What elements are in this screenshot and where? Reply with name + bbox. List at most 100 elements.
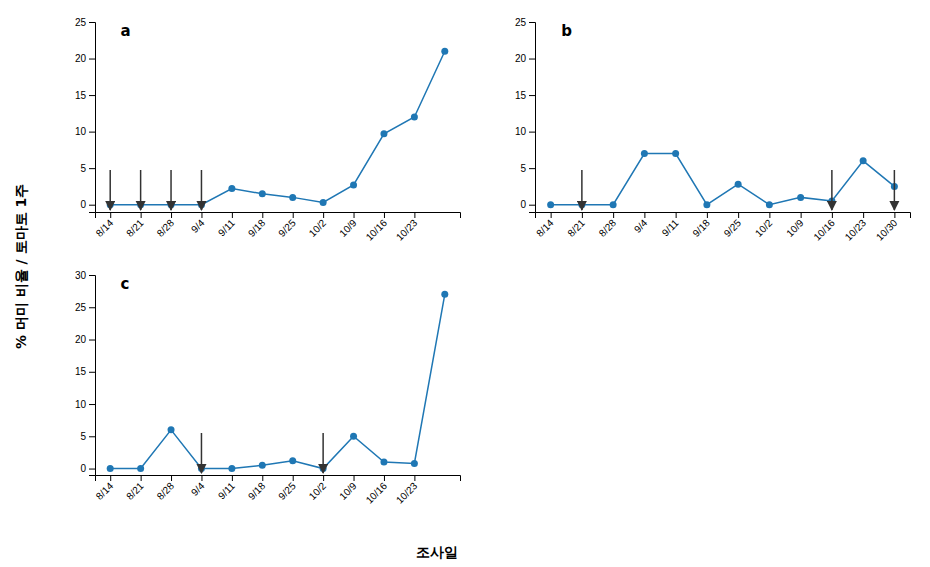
x-tick-label: 10/2 (753, 217, 775, 239)
x-tick: 10/23 (843, 212, 869, 243)
x-tick: 8/14 (534, 212, 556, 239)
arrow (109, 170, 111, 210)
y-tick-label: 10 (75, 126, 87, 137)
y-tick-mark (89, 307, 95, 308)
y-tick-mark (89, 205, 95, 206)
point (641, 150, 648, 157)
x-tick-mark (769, 212, 770, 218)
x-tick-label: 8/14 (94, 480, 116, 502)
x-tick-label: 10/23 (394, 480, 420, 506)
point (168, 426, 175, 433)
y-tick-mark (529, 168, 535, 169)
x-tick: 9/4 (632, 212, 650, 235)
arrow (322, 433, 324, 473)
x-tick-label: 8/21 (124, 217, 146, 239)
arrow (894, 170, 896, 210)
x-tick: 9/25 (276, 212, 298, 239)
y-tick-mark (529, 59, 535, 60)
arrow (201, 433, 203, 473)
panel-title: b (561, 22, 572, 40)
y-tick-mark (89, 372, 95, 373)
y-tick-label: 5 (80, 431, 86, 442)
x-tick-mark (110, 212, 111, 218)
x-tick: 10/9 (784, 212, 806, 239)
y-tick-label: 5 (80, 163, 86, 174)
line (551, 154, 895, 205)
y-tick-label: 20 (75, 334, 87, 345)
x-tick: 8/14 (94, 475, 116, 502)
y-axis: 0510152025 (515, 17, 536, 213)
y-tick: 15 (75, 90, 95, 101)
x-tick-label: 9/4 (189, 217, 207, 235)
point (380, 130, 387, 137)
y-tick-mark (89, 168, 95, 169)
x-tick-label: 10/9 (784, 217, 806, 239)
x-axis-line (536, 213, 911, 219)
point (289, 457, 296, 464)
x-tick-label: 8/28 (597, 217, 619, 239)
y-tick-mark (89, 22, 95, 23)
x-tick: 10/30 (874, 212, 900, 243)
y-tick-label: 0 (80, 199, 86, 210)
x-tick-mark (141, 475, 142, 481)
y-tick: 0 (520, 199, 535, 210)
x-tick-label: 10/23 (394, 217, 420, 243)
x-tick-mark (832, 212, 833, 218)
y-axis-line (89, 23, 96, 213)
y-axis-line (529, 23, 536, 213)
x-tick-label: 8/14 (534, 217, 556, 239)
annotations (110, 170, 201, 210)
panel-title: a (121, 22, 131, 40)
x-tick: 10/9 (337, 212, 359, 239)
point (380, 459, 387, 466)
y-tick-label: 30 (75, 270, 87, 281)
plot-area (547, 150, 898, 208)
y-tick: 10 (515, 126, 535, 137)
y-tick: 5 (80, 431, 95, 442)
x-tick-mark (110, 475, 111, 481)
x-tick-mark (414, 475, 415, 481)
annotations (201, 433, 323, 473)
plot-area (107, 48, 449, 208)
x-tick-mark (738, 212, 739, 218)
y-tick-mark (529, 95, 535, 96)
x-axis-line (96, 213, 461, 219)
y-axis: 0510152025 (75, 17, 96, 213)
x-tick-mark (141, 212, 142, 218)
x-tick-label: 8/21 (565, 217, 587, 239)
x-tick-mark (171, 212, 172, 218)
annotations (582, 170, 895, 210)
x-tick-label: 10/2 (307, 480, 329, 502)
arrow (581, 170, 583, 210)
x-tick-mark (323, 212, 324, 218)
x-axis-line (96, 476, 461, 482)
point (320, 199, 327, 206)
x-tick-label: 9/25 (276, 217, 298, 239)
x-tick: 9/11 (216, 212, 237, 238)
x-tick: 8/21 (124, 475, 146, 502)
y-tick-label: 20 (75, 53, 87, 64)
x-tick-label: 10/23 (843, 217, 869, 243)
x-tick-label: 9/25 (722, 217, 744, 239)
x-tick-label: 8/28 (155, 480, 177, 502)
point (137, 465, 144, 472)
y-tick: 15 (75, 366, 95, 377)
x-tick-label: 9/25 (276, 480, 298, 502)
x-tick-mark (676, 212, 677, 218)
x-tick-mark (293, 212, 294, 218)
y-tick-label: 10 (515, 126, 527, 137)
y-tick-mark (89, 132, 95, 133)
panel: 8/148/218/289/49/119/189/2510/210/910/16… (75, 17, 461, 243)
panel: 8/148/218/289/49/119/189/2510/210/910/16… (515, 17, 911, 243)
x-tick-label: 9/18 (246, 217, 268, 239)
x-tick-label: 9/4 (189, 480, 207, 498)
x-axis-title: 조사일 (416, 544, 458, 560)
x-tick-mark (232, 475, 233, 481)
x-tick-label: 9/4 (632, 217, 650, 235)
x-tick-mark (354, 212, 355, 218)
x-axis: 8/148/218/289/49/119/189/2510/210/910/16… (94, 475, 461, 506)
x-tick: 8/28 (155, 212, 177, 239)
x-tick: 9/11 (216, 475, 237, 501)
x-tick-label: 10/9 (337, 480, 359, 502)
x-tick-label: 10/16 (364, 217, 390, 243)
